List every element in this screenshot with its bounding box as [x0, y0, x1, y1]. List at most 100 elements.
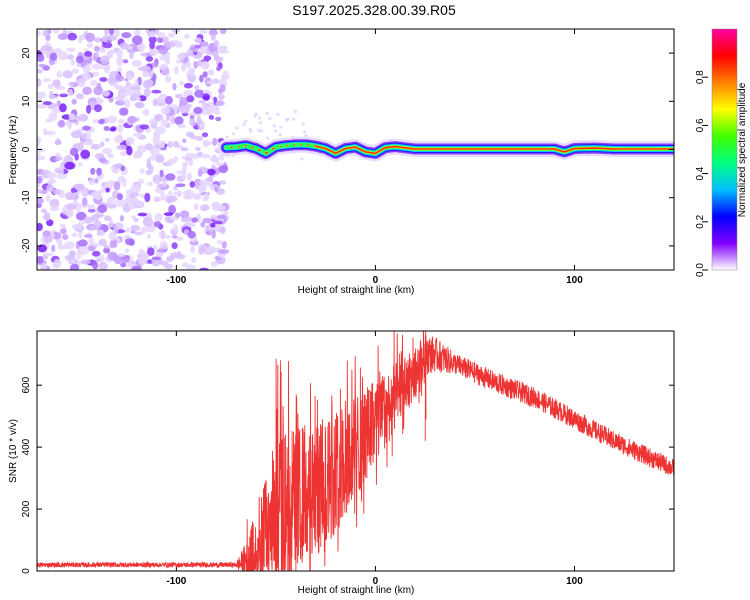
noise-blob [86, 104, 92, 114]
noise-blob [106, 34, 118, 42]
noise-blob [173, 66, 179, 75]
signal-knot [294, 142, 301, 148]
noise-blob [149, 49, 159, 56]
noise-blob [83, 216, 94, 224]
noise-speck [272, 124, 277, 128]
noise-blob [98, 118, 105, 125]
noise-blob [119, 42, 129, 50]
noise-blob [127, 73, 133, 81]
noise-blob [110, 126, 117, 131]
noise-speck [257, 116, 262, 120]
noise-blob [98, 48, 107, 53]
noise-blob [117, 193, 123, 201]
noise-blob [107, 49, 115, 57]
noise-blob [154, 212, 163, 222]
noise-blob [199, 122, 205, 129]
noise-blob [159, 260, 169, 266]
noise-blob [182, 161, 189, 167]
noise-blob [133, 218, 139, 223]
noise-blob [173, 224, 179, 233]
noise-blob [165, 41, 176, 48]
noise-blob [200, 45, 205, 54]
noise-blob [43, 211, 51, 221]
noise-blob [100, 141, 105, 148]
noise-blob [152, 73, 157, 81]
noise-blob [72, 191, 79, 202]
noise-blob [80, 149, 91, 159]
noise-blob [146, 233, 151, 239]
snr-xtick-label: 0 [373, 576, 379, 587]
noise-blob [131, 60, 142, 67]
noise-blob [116, 144, 127, 150]
noise-blob [168, 195, 178, 202]
noise-blob [159, 93, 166, 99]
noise-blob [132, 132, 143, 137]
noise-blob [118, 91, 127, 97]
noise-blob [107, 251, 118, 261]
noise-blob [115, 85, 122, 90]
noise-blob [215, 100, 225, 107]
noise-blob [160, 119, 168, 127]
noise-blob [88, 177, 96, 186]
noise-blob [145, 214, 152, 219]
noise-blob [137, 212, 147, 217]
noise-blob [202, 89, 211, 95]
noise-blob [216, 65, 221, 72]
noise-blob [205, 245, 216, 255]
noise-blob [52, 29, 60, 34]
noise-blob [180, 147, 189, 152]
noise-speck [242, 122, 246, 126]
snr-xlabel: Height of straight line (km) [298, 585, 415, 596]
noise-blob [194, 135, 204, 141]
noise-blob [124, 248, 129, 253]
noise-blob [82, 72, 91, 81]
noise-blob [157, 31, 166, 39]
noise-blob [160, 107, 171, 115]
noise-blob [106, 196, 116, 206]
colorbar-ticks: 0.0 0.2 0.4 0.6 0.8 [695, 70, 708, 277]
noise-blob [44, 130, 56, 136]
noise-blob [177, 250, 181, 257]
noise-blob [68, 81, 75, 87]
noise-blob [218, 45, 227, 54]
noise-blob [165, 75, 172, 83]
noise-blob [94, 104, 102, 113]
signal-knot [266, 148, 273, 154]
noise-blob [116, 49, 123, 59]
noise-blob [116, 223, 124, 228]
noise-blob [37, 53, 45, 62]
noise-blob [102, 148, 112, 155]
noise-blob [40, 208, 47, 213]
noise-blob [182, 190, 190, 196]
noise-blob [159, 169, 164, 178]
noise-blob [99, 77, 108, 82]
noise-blob [137, 144, 147, 153]
noise-blob [84, 51, 93, 57]
signal-knot [273, 144, 280, 150]
noise-blob [165, 114, 170, 122]
colorbar-tick-label: 0.4 [695, 166, 706, 180]
noise-blob [46, 184, 55, 192]
noise-blob [151, 256, 162, 261]
noise-blob [188, 159, 194, 167]
noise-speck [300, 157, 304, 161]
noise-blob [48, 94, 59, 99]
noise-blob [37, 78, 42, 88]
noise-blob [130, 224, 140, 232]
noise-blob [51, 107, 60, 114]
noise-blob [122, 178, 127, 188]
noise-blob [81, 197, 88, 206]
noise-blob [82, 86, 92, 96]
colorbar-tick-label: 0.8 [695, 70, 706, 84]
noise-blob [107, 153, 114, 159]
noise-blob [119, 151, 128, 157]
noise-blob [198, 30, 208, 34]
noise-blob [127, 115, 137, 124]
noise-blob [199, 74, 204, 83]
snr-ticks: -100 0 100 0 200 400 600 [21, 331, 674, 587]
noise-blob [194, 37, 202, 44]
snr-ytick-label: 200 [21, 500, 32, 517]
noise-blob [182, 195, 194, 200]
noise-blob [67, 122, 72, 130]
